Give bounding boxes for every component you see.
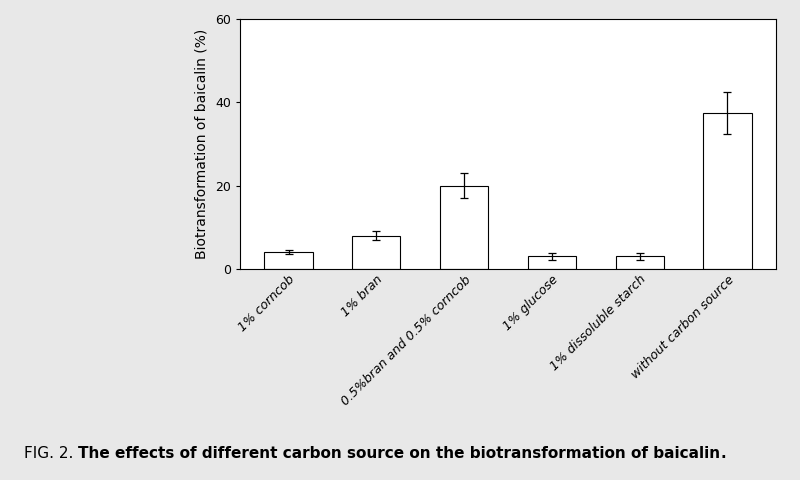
Y-axis label: Biotransformation of baicalin (%): Biotransformation of baicalin (%) bbox=[194, 29, 208, 259]
Bar bbox=[528, 256, 576, 269]
Text: The effects of different carbon source on the biotransformation of baicalin: The effects of different carbon source o… bbox=[78, 446, 720, 461]
Text: FIG. 2.: FIG. 2. bbox=[24, 446, 78, 461]
Bar bbox=[615, 256, 664, 269]
Bar bbox=[264, 252, 313, 269]
Text: .: . bbox=[720, 446, 726, 461]
Bar bbox=[440, 186, 488, 269]
Bar bbox=[703, 113, 752, 269]
Bar bbox=[352, 236, 401, 269]
